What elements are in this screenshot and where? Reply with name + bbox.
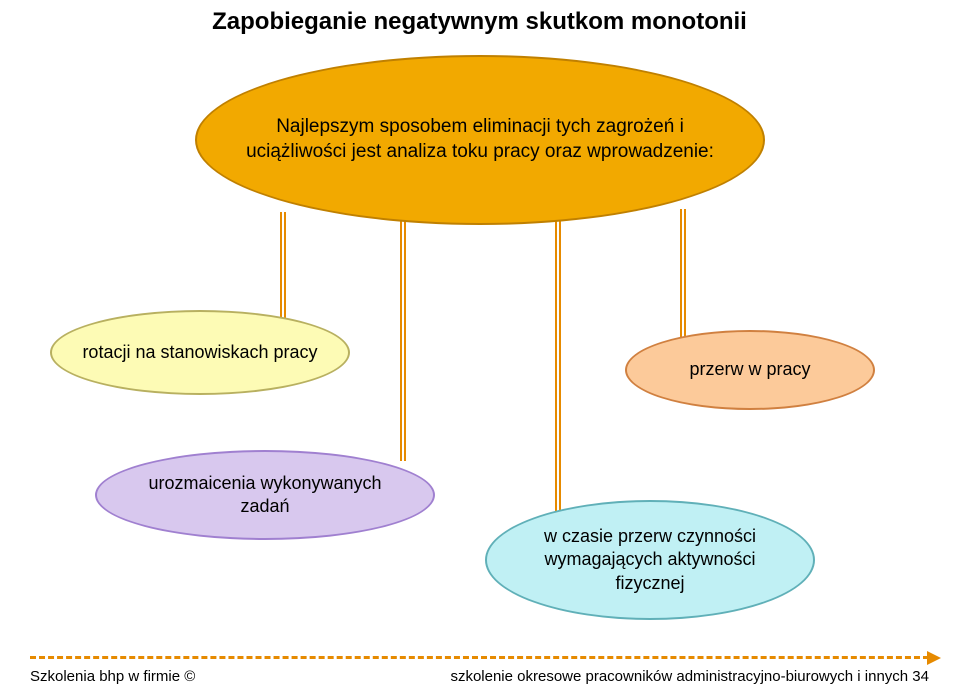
main-ellipse-text: Najlepszym sposobem eliminacji tych zagr… <box>227 115 733 164</box>
footer-right-text: szkolenie okresowe pracowników administr… <box>450 668 929 685</box>
footer-left-text: Szkolenia bhp w firmie © <box>30 668 195 685</box>
child-ellipse-wczasie: w czasie przerw czynności wymagających a… <box>485 500 815 620</box>
page-title: Zapobieganie negatywnym skutkom monotoni… <box>0 8 959 36</box>
child-text: przerw w pracy <box>689 358 810 381</box>
diagram-canvas: Zapobieganie negatywnym skutkom monotoni… <box>0 0 959 695</box>
connector <box>280 212 286 320</box>
footer: Szkolenia bhp w firmie © szkolenie okres… <box>30 668 929 685</box>
connector <box>400 221 406 461</box>
connector <box>555 221 561 511</box>
child-text: urozmaicenia wykonywanych zadań <box>127 472 403 519</box>
child-text: rotacji na stanowiskach pracy <box>82 341 317 364</box>
child-ellipse-przerw: przerw w pracy <box>625 330 875 410</box>
footer-divider <box>30 656 929 659</box>
child-text: w czasie przerw czynności wymagających a… <box>517 525 783 595</box>
main-ellipse: Najlepszym sposobem eliminacji tych zagr… <box>195 55 765 225</box>
arrowhead-icon <box>927 651 941 665</box>
child-ellipse-urozmaicenia: urozmaicenia wykonywanych zadań <box>95 450 435 540</box>
connector <box>680 209 686 339</box>
child-ellipse-rotacji: rotacji na stanowiskach pracy <box>50 310 350 395</box>
